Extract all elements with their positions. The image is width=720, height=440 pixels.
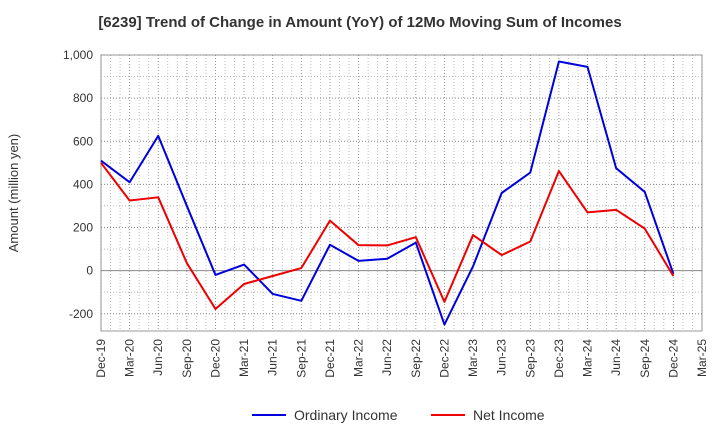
x-tick-label: Jun-23 <box>495 339 509 376</box>
y-tick-label: -200 <box>69 307 93 321</box>
y-tick-label: 0 <box>86 264 93 278</box>
x-tick-label: Jun-24 <box>609 339 623 376</box>
x-tick-label: Dec-24 <box>666 339 680 378</box>
x-tick-label: Mar-25 <box>695 339 709 377</box>
x-tick-label: Sep-24 <box>638 339 652 378</box>
x-tick-label: Jun-21 <box>266 339 280 376</box>
y-tick-label: 200 <box>73 221 93 235</box>
x-tick-label: Dec-19 <box>94 339 108 378</box>
legend-label-net-income: Net Income <box>473 407 545 423</box>
y-tick-label: 800 <box>73 91 93 105</box>
x-tick-label: Mar-22 <box>352 339 366 377</box>
x-tick-label: Jun-20 <box>151 339 165 376</box>
x-tick-label: Sep-20 <box>180 339 194 378</box>
x-tick-label: Sep-22 <box>409 339 423 378</box>
legend-label-ordinary-income: Ordinary Income <box>294 407 398 423</box>
x-tick-label: Mar-23 <box>466 339 480 377</box>
plot-area <box>100 54 703 332</box>
x-tick-label: Sep-23 <box>523 339 537 378</box>
chart-title: [6239] Trend of Change in Amount (YoY) o… <box>98 14 622 31</box>
net-income-line <box>100 162 675 311</box>
y-tick-label: 600 <box>73 134 93 148</box>
x-tick-label: Sep-21 <box>294 339 308 378</box>
x-tick-label: Dec-21 <box>323 339 337 378</box>
x-tick-label: Dec-20 <box>208 339 222 378</box>
y-tick-label: 1,000 <box>63 48 93 62</box>
y-axis-label: Amount (million yen) <box>6 134 21 253</box>
x-tick-label: Dec-22 <box>437 339 451 378</box>
x-tick-label: Mar-20 <box>123 339 137 377</box>
x-tick-label: Dec-23 <box>552 339 566 378</box>
ordinary-income-line <box>100 60 675 326</box>
x-tick-label: Jun-22 <box>380 339 394 376</box>
x-tick-label: Mar-24 <box>581 339 595 377</box>
x-tick-label: Mar-21 <box>237 339 251 377</box>
y-tick-label: 400 <box>73 177 93 191</box>
